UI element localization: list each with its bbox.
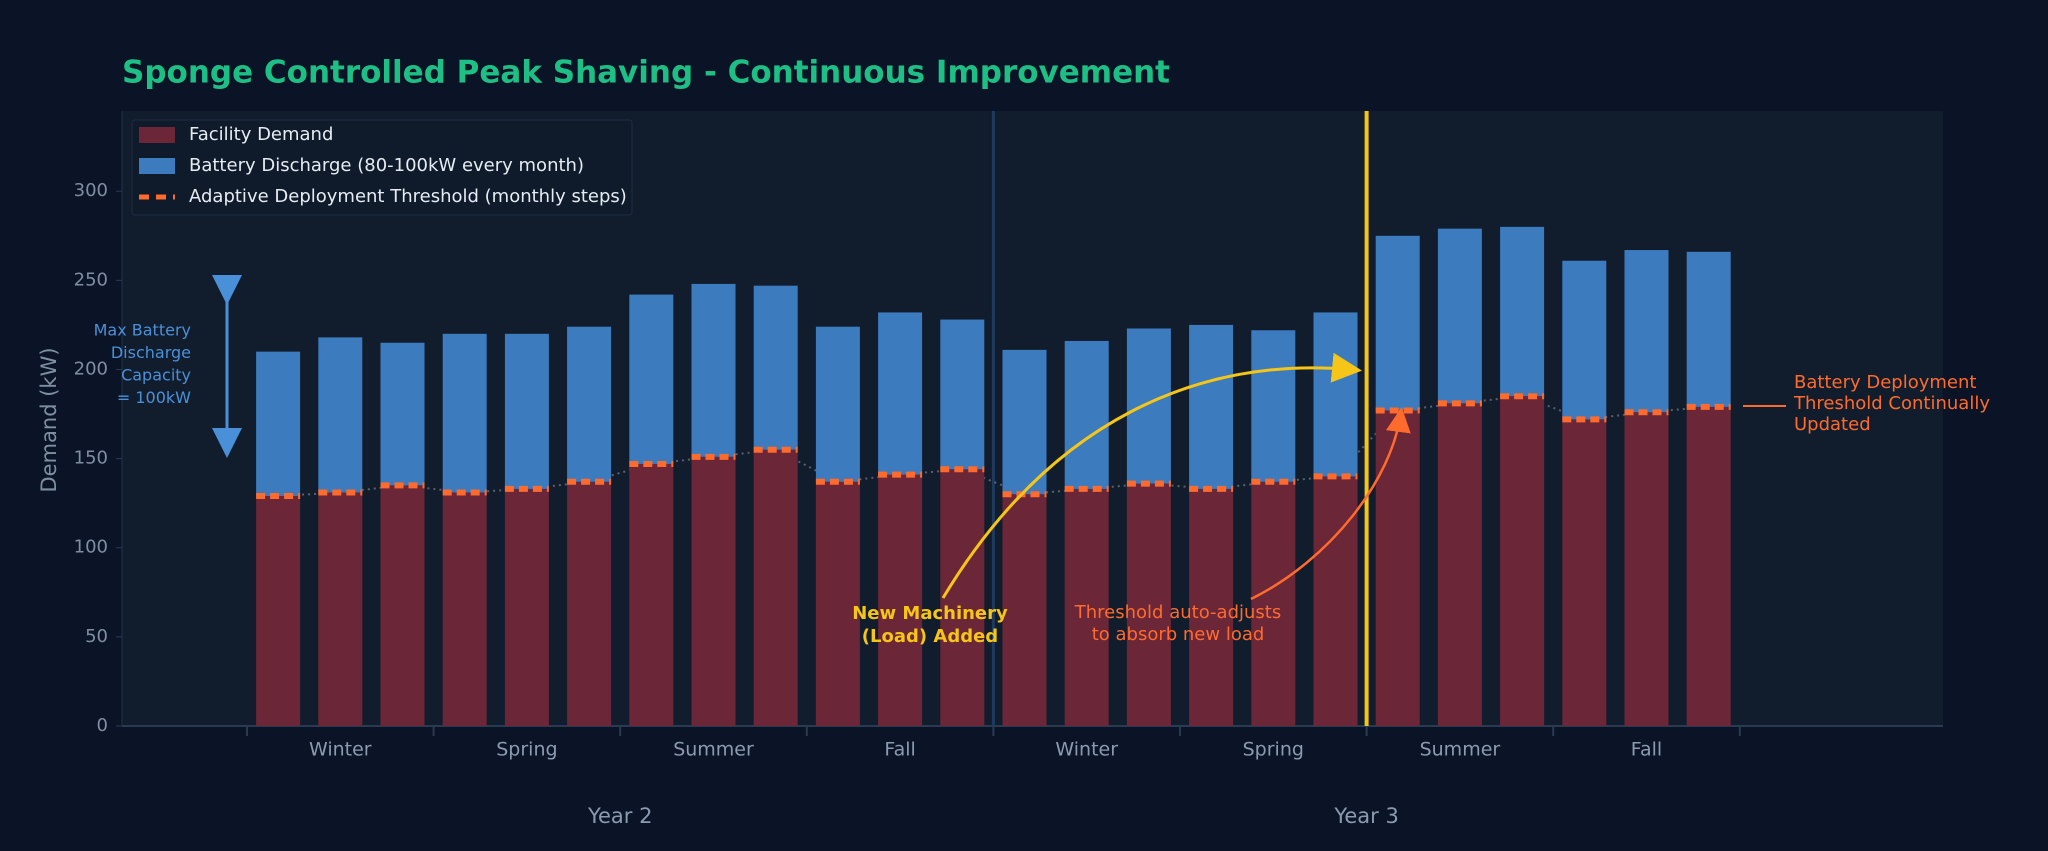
bar-segment [691, 456, 736, 726]
bar-segment [1313, 312, 1358, 477]
bar-segment [1126, 328, 1171, 484]
bar-segment [1562, 260, 1607, 420]
bar-segment [1686, 251, 1731, 407]
bar-segment [1686, 406, 1731, 726]
bar-segment [753, 449, 798, 726]
bar-segment [1189, 324, 1234, 489]
bar-segment [1624, 250, 1669, 413]
y-tick-label: 250 [74, 269, 108, 290]
annotation: Capacity [121, 366, 191, 385]
legend-swatch [139, 158, 175, 174]
chart-title: Sponge Controlled Peak Shaving - Continu… [122, 55, 1170, 91]
y-tick-label: 150 [74, 448, 108, 469]
year-label: Year 2 [587, 804, 653, 828]
bar-segment [815, 481, 860, 726]
bar-segment [380, 342, 425, 486]
bar-segment [629, 463, 674, 726]
bar-segment [256, 351, 301, 497]
bar-segment [1375, 235, 1420, 411]
season-label: Summer [1420, 739, 1501, 761]
y-tick-label: 300 [74, 180, 108, 201]
bar-segment [1562, 419, 1607, 726]
annotation: Updated [1794, 414, 1871, 435]
legend-label: Adaptive Deployment Threshold (monthly s… [189, 186, 627, 207]
bar-segment [1313, 476, 1358, 726]
bar-segment [1064, 488, 1109, 726]
bar-segment [567, 481, 612, 726]
bar-segment [442, 333, 487, 493]
y-tick-label: 50 [85, 626, 108, 647]
legend-swatch [139, 127, 175, 143]
bar-segment [1189, 488, 1234, 726]
season-label: Summer [673, 739, 754, 761]
bar-segment [878, 312, 923, 475]
bar-segment [1500, 226, 1545, 397]
bar-segment [1126, 483, 1171, 726]
season-label: Winter [309, 739, 372, 761]
y-axis-label: Demand (kW) [37, 347, 61, 492]
annotation-arrow [1250, 407, 1411, 601]
bar-segment [567, 326, 612, 482]
bar-segment [1002, 494, 1047, 726]
season-label: Winter [1055, 739, 1118, 761]
legend-label: Facility Demand [189, 124, 333, 145]
legend-box [131, 119, 633, 216]
bar-segment [256, 496, 301, 726]
bar-segment [815, 326, 860, 482]
annotation: Max Battery [94, 321, 191, 340]
bar-segment [1375, 410, 1420, 726]
annotation: Threshold Continually [1793, 393, 1990, 414]
bar-segment [1064, 340, 1109, 489]
bar-segment [878, 474, 923, 726]
year-label: Year 3 [1333, 804, 1399, 828]
annotation: Battery Deployment [1794, 372, 1976, 393]
bar-segment [1251, 481, 1296, 726]
season-label: Fall [1631, 739, 1662, 761]
annotation-arrow [941, 352, 1362, 599]
bar-segment [504, 488, 549, 726]
legend-label: Battery Discharge (80-100kW every month) [189, 155, 584, 176]
bar-segment [442, 492, 487, 726]
y-tick-label: 100 [74, 537, 108, 558]
y-tick-label: 200 [74, 358, 108, 379]
bar-segment [380, 485, 425, 726]
season-label: Spring [1243, 739, 1304, 761]
legend: Facility Demand Battery Discharge (80-100… [131, 119, 633, 216]
annotation: Discharge [111, 343, 191, 362]
annotation: New Machinery [852, 603, 1008, 624]
season-label: Spring [496, 739, 557, 761]
annotation: to absorb new load [1092, 624, 1265, 645]
bar-segment [318, 337, 363, 493]
season-label: Fall [884, 739, 915, 761]
bar-segment [940, 319, 985, 470]
annotation: Threshold auto-adjusts [1074, 602, 1281, 623]
bar-segment [1500, 396, 1545, 726]
bar-segment [629, 294, 674, 464]
bar-segment [1437, 228, 1482, 404]
bar-segment [318, 492, 363, 726]
bar-segment [940, 469, 985, 726]
bar-segment [1624, 412, 1669, 726]
bar-segment [753, 285, 798, 450]
bar-segment [504, 333, 549, 489]
bar-segment [691, 283, 736, 457]
y-tick-label: 0 [97, 715, 108, 736]
annotation: (Load) Added [862, 626, 998, 647]
bar-segment [1251, 330, 1296, 482]
annotation: = 100kW [117, 388, 191, 407]
bar-segment [1437, 403, 1482, 726]
bar-segment [1002, 349, 1047, 495]
